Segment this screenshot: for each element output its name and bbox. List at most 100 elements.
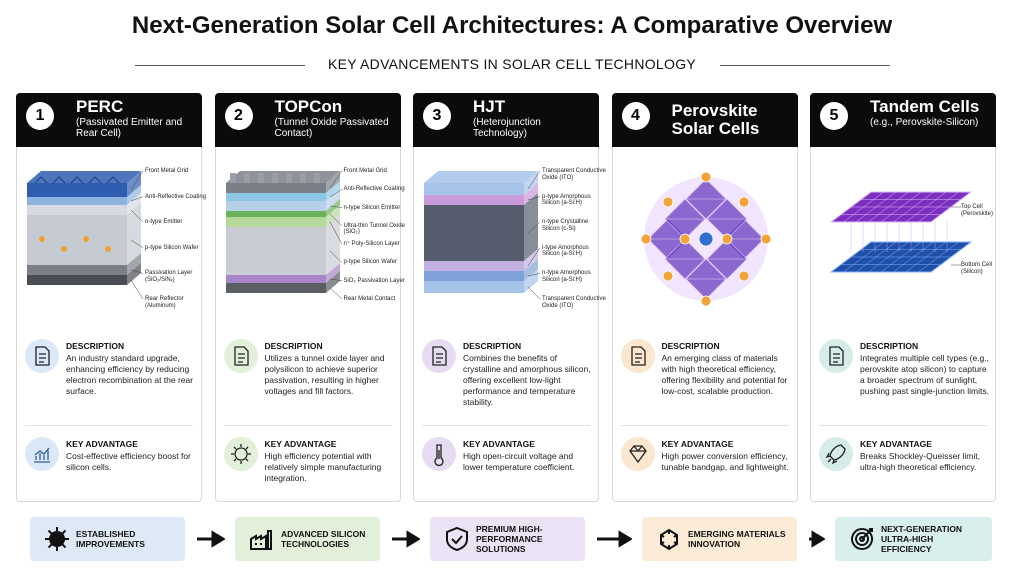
subtitle: KEY ADVANCEMENTS IN SOLAR CELL TECHNOLOG… <box>327 56 697 72</box>
arrow <box>197 530 225 548</box>
advantage-heading: KEY ADVANTAGE <box>661 439 734 449</box>
separator <box>25 425 193 426</box>
layer-side <box>524 193 538 261</box>
layer <box>27 205 127 215</box>
document-glyph <box>233 346 249 366</box>
card-number: 5 <box>820 102 848 130</box>
advantage-icon <box>620 437 655 471</box>
layer-side <box>127 263 141 285</box>
card-body: DESCRIPTION An emerging class of material… <box>611 147 798 502</box>
icon-circle <box>620 339 655 373</box>
icon-circle <box>819 437 853 471</box>
layer <box>27 183 127 197</box>
layer-label: p-type Amorphous Silicon (a-Si:H) <box>542 193 591 207</box>
leader-line <box>130 269 144 274</box>
layer-side <box>325 205 340 227</box>
leader-line <box>527 170 541 190</box>
technology-card: 5 Tandem Cells (e.g., Perovskite-Silicon) T… <box>810 93 996 503</box>
leader-line <box>329 250 342 263</box>
card-subname: (e.g., Perovskite-Silicon) <box>870 117 979 128</box>
stage-icon <box>250 530 272 550</box>
atom <box>698 231 713 247</box>
leader-line <box>329 170 342 189</box>
layer <box>225 183 326 193</box>
card-number: 4 <box>621 102 650 130</box>
layer <box>225 227 326 275</box>
layer <box>424 205 524 261</box>
icon-circle <box>620 437 655 471</box>
description-text: Utilizes a tunnel oxide layer and polysi… <box>264 353 385 396</box>
atom <box>721 233 732 245</box>
advantage-glyph <box>34 447 50 463</box>
document-glyph <box>630 346 646 366</box>
layer-side <box>524 249 538 271</box>
layer-label: SiO₂ Passivation Layer <box>343 277 405 284</box>
advantage-heading: KEY ADVANTAGE <box>860 439 932 449</box>
icon-circle <box>25 339 59 373</box>
illustration <box>45 527 69 551</box>
description-icon <box>422 339 456 373</box>
card-name: PERC <box>76 97 124 116</box>
atom <box>662 196 673 208</box>
illustration <box>446 526 468 552</box>
separator <box>620 425 789 426</box>
layer-label: n-type Crystalline Silicon (c-Si) <box>542 219 589 232</box>
stage-label: ADVANCED SILICON TECHNOLOGIES <box>281 529 366 549</box>
layer-label: Bottom Cell (Silicon) <box>961 262 993 275</box>
illustration <box>27 170 144 300</box>
illustration <box>250 530 272 550</box>
advantage-heading: KEY ADVANTAGE <box>66 439 138 449</box>
leader-line <box>329 221 342 245</box>
card-header: 4 Perovskite Solar Cells <box>611 93 798 147</box>
texture <box>52 176 66 184</box>
illustration <box>829 191 973 273</box>
card-name: Tandem Cells <box>870 97 980 116</box>
advantage-heading: KEY ADVANTAGE <box>463 439 535 449</box>
icon-circle <box>223 437 258 471</box>
layer <box>424 271 524 281</box>
leader-line <box>329 278 342 281</box>
layer-label: n-type Silicon Emitter <box>343 204 401 211</box>
technology-card: 4 Perovskite Solar Cells DESCRIPTION An eme… <box>611 93 798 503</box>
grid-finger <box>313 173 320 183</box>
layer-top <box>424 171 538 183</box>
leader-line <box>527 286 541 300</box>
layer <box>225 201 326 211</box>
progression-arrow <box>597 530 632 548</box>
texture <box>34 176 48 184</box>
stage-label: EMERGING MATERIALS INNOVATION <box>688 529 786 549</box>
progression-arrow <box>809 530 825 548</box>
layer <box>225 275 326 283</box>
atom <box>738 196 749 208</box>
atom <box>679 233 690 245</box>
card-body: Top Cell (Perovskite) Bottom Cell (Silico… <box>810 147 996 502</box>
document-glyph <box>432 346 447 366</box>
advantage-text: Breaks Shockley-Queisser limit, ultra-hi… <box>860 451 980 472</box>
layer-label: Anti-Reflective Coating <box>145 193 207 200</box>
leader-line <box>329 189 342 198</box>
texture <box>106 176 120 184</box>
stage-icon <box>851 528 874 550</box>
layer-label: i-type Amorphous Silicon (a-Si:H) <box>542 244 589 258</box>
layer <box>424 281 524 293</box>
leader-line <box>527 247 541 267</box>
advantage-glyph <box>230 444 251 464</box>
layer-label: p-type Silicon Wafer <box>145 244 199 251</box>
layer-top <box>225 171 340 183</box>
technology-card: 3 HJT (Heterojunction Technology) Transpare… <box>413 93 606 503</box>
card-header: 1 PERC (Passivated Emitter and Rear Cell) <box>16 93 202 147</box>
layer-side <box>524 171 538 195</box>
description-heading: DESCRIPTION <box>264 341 323 351</box>
card-header: 3 HJT (Heterojunction Technology) <box>413 93 599 147</box>
leader-line <box>130 239 144 249</box>
layer-side <box>325 271 340 293</box>
layer-side <box>524 269 538 293</box>
leader-line <box>130 279 144 300</box>
atom <box>700 171 711 183</box>
layer-label: Rear Reflector (Aluminum) <box>145 296 184 309</box>
stage-icon <box>660 528 678 551</box>
layer <box>225 217 326 227</box>
separator <box>223 425 392 426</box>
description-text: An industry standard upgrade, enhancing … <box>66 353 194 396</box>
layer-side <box>325 215 340 275</box>
